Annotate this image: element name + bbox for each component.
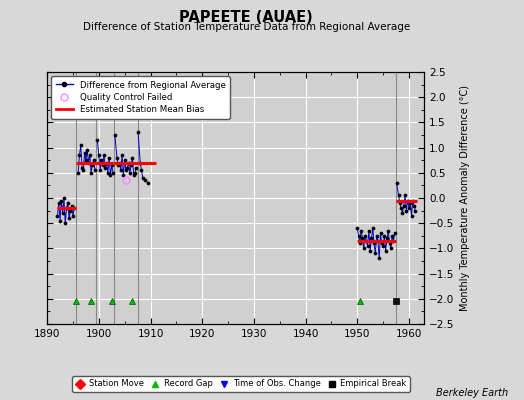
Legend: Station Move, Record Gap, Time of Obs. Change, Empirical Break: Station Move, Record Gap, Time of Obs. C… [72,376,410,392]
Text: PAPEETE (AUAE): PAPEETE (AUAE) [179,10,313,25]
Legend: Difference from Regional Average, Quality Control Failed, Estimated Station Mean: Difference from Regional Average, Qualit… [51,76,230,119]
Y-axis label: Monthly Temperature Anomaly Difference (°C): Monthly Temperature Anomaly Difference (… [460,85,470,311]
Text: Difference of Station Temperature Data from Regional Average: Difference of Station Temperature Data f… [83,22,410,32]
Text: Berkeley Earth: Berkeley Earth [436,388,508,398]
